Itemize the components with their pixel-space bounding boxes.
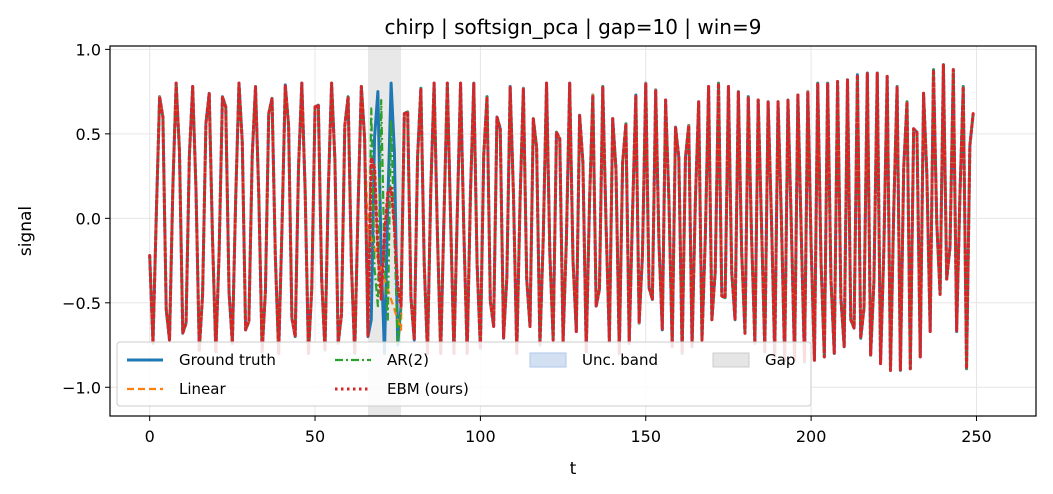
x-axis-label: t <box>570 459 577 479</box>
legend: Ground truth Linear AR(2) EBM (ours) Unc. ba… <box>116 341 812 407</box>
x-axis-ticks: 0 50 100 150 200 250 <box>145 416 992 446</box>
y-tick-label: −1.0 <box>62 378 101 397</box>
legend-label: Unc. band <box>582 351 658 369</box>
legend-label: Linear <box>179 380 226 398</box>
x-tick-label: 0 <box>145 427 155 446</box>
y-axis-ticks: −1.0 −0.5 0.0 0.5 1.0 <box>62 40 110 397</box>
series-line-4 <box>148 63 975 372</box>
chart-title: chirp | softsign_pca | gap=10 | win=9 <box>385 15 762 39</box>
x-tick-label: 250 <box>961 427 992 446</box>
x-tick-label: 100 <box>465 427 496 446</box>
legend-label: AR(2) <box>387 351 429 369</box>
legend-swatch <box>712 352 750 368</box>
y-tick-label: 1.0 <box>76 40 101 59</box>
y-tick-label: 0.5 <box>76 125 101 144</box>
legend-label: EBM (ours) <box>387 380 469 398</box>
series-layer <box>148 63 975 372</box>
y-tick-label: −0.5 <box>62 294 101 313</box>
legend-label: Gap <box>765 351 795 369</box>
legend-label: Ground truth <box>179 351 276 369</box>
x-tick-label: 200 <box>796 427 827 446</box>
legend-swatch <box>529 352 567 368</box>
y-axis-label: signal <box>16 206 36 256</box>
x-tick-label: 50 <box>305 427 325 446</box>
legend-frame <box>116 341 812 407</box>
x-tick-label: 150 <box>630 427 661 446</box>
plot-frame <box>109 45 1037 417</box>
y-tick-label: 0.0 <box>76 209 101 228</box>
